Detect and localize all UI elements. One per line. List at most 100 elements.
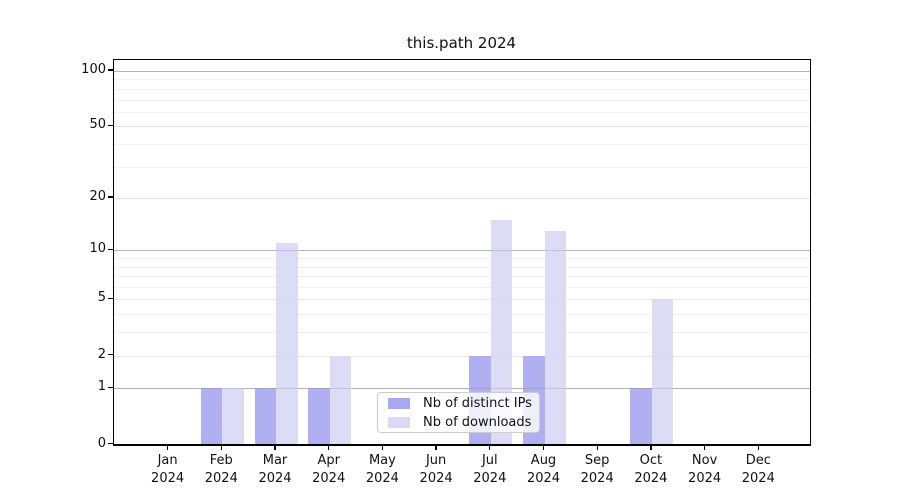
gridline-minor bbox=[114, 266, 810, 268]
x-tick-label: Jul 2024 bbox=[458, 452, 522, 488]
x-tick-mark bbox=[435, 445, 437, 450]
plot-area bbox=[113, 59, 811, 446]
x-tick-mark bbox=[274, 445, 276, 450]
gridline-minor bbox=[114, 287, 810, 289]
x-tick-label: Dec 2024 bbox=[726, 452, 790, 488]
bar-distinct-ips-oct bbox=[630, 388, 652, 445]
x-tick-month: Jul bbox=[481, 453, 498, 468]
y-tick-label: 10 bbox=[89, 241, 106, 257]
y-tick-mark bbox=[108, 124, 113, 126]
gridline-labeled bbox=[114, 126, 810, 128]
y-tick-label: 2 bbox=[97, 346, 106, 362]
gridline-major bbox=[114, 71, 810, 72]
x-tick-year: 2024 bbox=[580, 471, 614, 486]
gridline-minor bbox=[114, 276, 810, 278]
gridline-major-overlay bbox=[114, 250, 810, 252]
gridline-minor bbox=[114, 99, 810, 101]
x-tick-year: 2024 bbox=[151, 471, 185, 486]
x-tick-month: Sep bbox=[584, 453, 610, 468]
y-tick-mark bbox=[108, 69, 113, 71]
bar-downloads-feb bbox=[222, 388, 244, 445]
x-tick-month: Jan bbox=[157, 453, 178, 468]
x-tick-mark bbox=[650, 445, 652, 450]
bar-downloads-oct bbox=[651, 299, 674, 445]
x-tick-month: Apr bbox=[317, 453, 340, 468]
y-tick-label: 5 bbox=[97, 290, 106, 306]
x-tick-mark bbox=[220, 445, 222, 450]
gridline-major bbox=[114, 250, 810, 252]
y-tick-label: 1 bbox=[97, 379, 106, 395]
x-tick-mark bbox=[381, 445, 384, 450]
y-tick-mark bbox=[108, 248, 113, 251]
x-tick-year: 2024 bbox=[419, 471, 453, 486]
y-tick-mark bbox=[108, 297, 113, 300]
bar-distinct-ips-feb bbox=[200, 388, 223, 445]
gridline-minor bbox=[114, 143, 810, 145]
x-tick-month: Feb bbox=[209, 453, 233, 468]
x-tick-month: Nov bbox=[691, 453, 718, 468]
x-tick-label: Mar 2024 bbox=[243, 452, 307, 488]
legend: Nb of distinct IPs Nb of downloads bbox=[377, 392, 540, 433]
gridline-minor bbox=[114, 88, 810, 90]
y-tick-label: 100 bbox=[81, 62, 106, 77]
x-tick-year: 2024 bbox=[473, 471, 507, 486]
y-tick-mark bbox=[108, 442, 113, 445]
bar-downloads-mar bbox=[276, 243, 298, 445]
legend-item-distinct-ips: Nb of distinct IPs bbox=[384, 395, 533, 411]
gridline-labeled bbox=[114, 355, 810, 357]
y-tick-label: 20 bbox=[89, 189, 106, 205]
gridline-minor bbox=[114, 166, 810, 168]
gridline-major bbox=[114, 388, 810, 390]
gridline-minor bbox=[114, 332, 810, 334]
x-tick-mark bbox=[328, 445, 330, 450]
y-tick-label: 0 bbox=[97, 435, 106, 451]
chart-title: this.path 2024 bbox=[406, 34, 517, 52]
x-tick-label: May 2024 bbox=[350, 452, 414, 488]
x-tick-mark bbox=[542, 445, 545, 450]
x-tick-year: 2024 bbox=[365, 471, 399, 486]
legend-label-downloads: Nb of downloads bbox=[423, 414, 532, 430]
legend-item-downloads: Nb of downloads bbox=[384, 414, 533, 430]
x-tick-month: Oct bbox=[639, 453, 663, 468]
x-tick-year: 2024 bbox=[526, 471, 561, 486]
x-tick-mark bbox=[757, 445, 759, 450]
y-tick-label: 50 bbox=[89, 117, 106, 133]
x-tick-year: 2024 bbox=[312, 471, 346, 486]
bar-downloads-apr bbox=[329, 355, 352, 445]
x-tick-label: Feb 2024 bbox=[189, 452, 253, 488]
bar-distinct-ips-mar bbox=[254, 388, 276, 445]
x-tick-month: Jun bbox=[425, 453, 447, 468]
gridline-major-overlay bbox=[114, 71, 810, 72]
x-tick-label: Apr 2024 bbox=[297, 452, 361, 488]
x-tick-month: Mar bbox=[262, 453, 288, 468]
bar-downloads-aug bbox=[544, 230, 566, 445]
x-tick-label: Aug 2024 bbox=[512, 452, 576, 488]
x-tick-mark bbox=[489, 445, 491, 450]
gridline-minor bbox=[114, 314, 810, 316]
x-tick-label: Oct 2024 bbox=[619, 452, 683, 488]
legend-label-distinct-ips: Nb of distinct IPs bbox=[423, 395, 532, 411]
gridline-major-overlay bbox=[114, 388, 810, 390]
legend-swatch-distinct-ips bbox=[388, 397, 410, 409]
gridline-labeled bbox=[114, 198, 810, 200]
gridline-minor bbox=[114, 258, 810, 260]
x-tick-mark bbox=[166, 445, 169, 450]
x-tick-mark bbox=[703, 445, 706, 450]
x-tick-year: 2024 bbox=[634, 471, 668, 486]
gridline-minor bbox=[114, 111, 810, 113]
bar-downloads-jul bbox=[490, 220, 513, 445]
y-tick-mark bbox=[108, 353, 113, 356]
x-tick-label: Sep 2024 bbox=[565, 452, 629, 488]
x-tick-label: Jan 2024 bbox=[136, 452, 200, 488]
legend-swatch-downloads bbox=[388, 416, 410, 428]
x-tick-label: Nov 2024 bbox=[673, 452, 737, 488]
x-tick-year: 2024 bbox=[688, 471, 722, 486]
x-tick-mark bbox=[596, 445, 598, 450]
x-tick-year: 2024 bbox=[741, 471, 775, 486]
y-tick-mark bbox=[108, 386, 113, 389]
x-tick-month: May bbox=[368, 453, 396, 468]
y-tick-mark bbox=[108, 196, 113, 198]
x-tick-year: 2024 bbox=[258, 471, 292, 486]
gridline-labeled bbox=[114, 299, 810, 301]
